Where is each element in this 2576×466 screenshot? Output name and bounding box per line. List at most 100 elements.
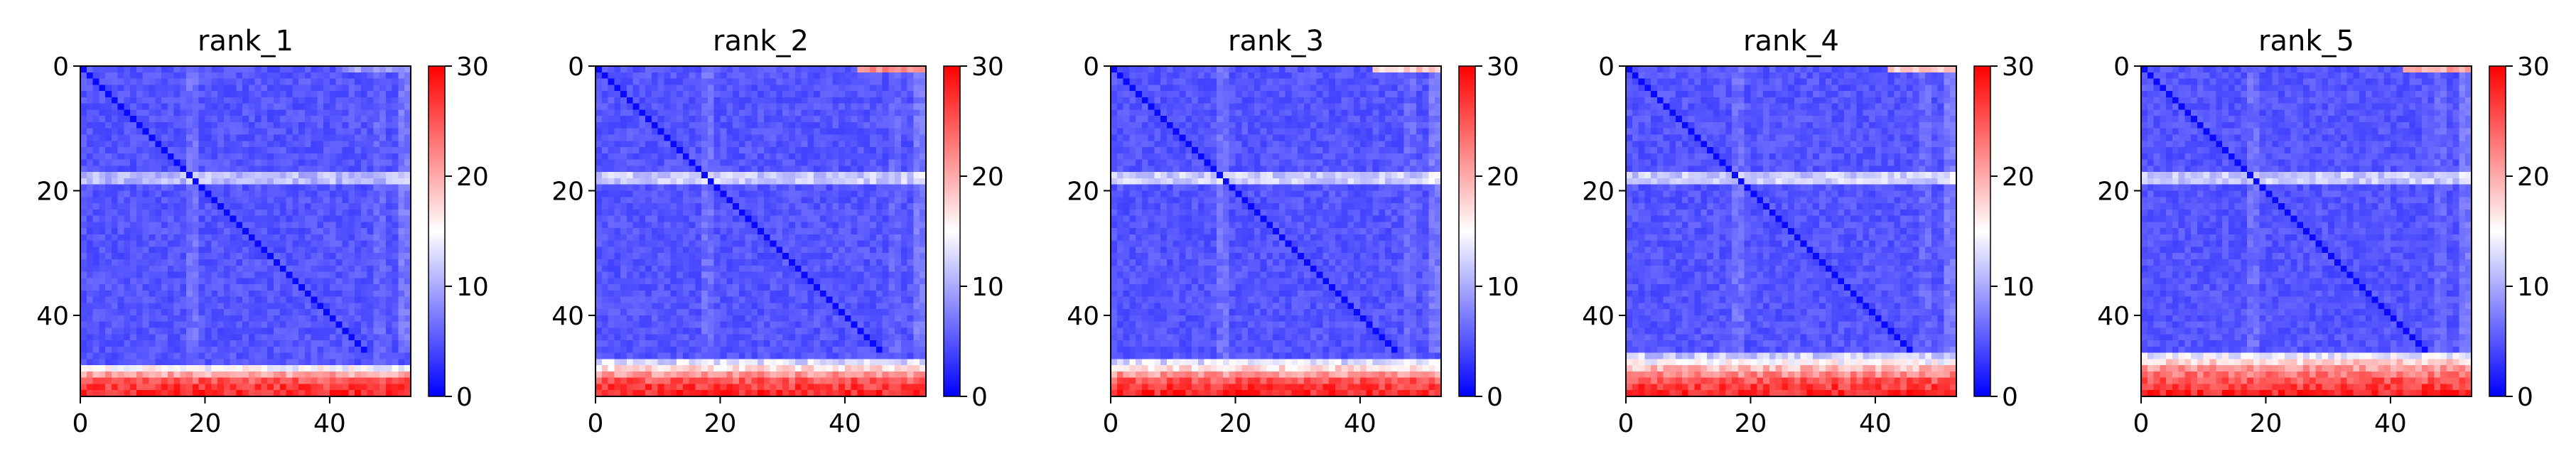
heatmap-cell [117, 234, 125, 242]
heatmap-cell [788, 303, 796, 310]
heatmap-cell [186, 377, 193, 385]
heatmap-cell [342, 327, 349, 335]
heatmap-cell [198, 259, 206, 266]
heatmap-cell [217, 340, 225, 347]
heatmap-cell [682, 159, 690, 166]
heatmap-cell [888, 103, 895, 111]
heatmap-cell [707, 116, 715, 123]
heatmap-cell [745, 159, 752, 166]
heatmap-cell [670, 166, 677, 173]
heatmap-cell [620, 203, 627, 210]
heatmap-cell [608, 78, 615, 85]
heatmap-cell [385, 128, 393, 136]
heatmap-cell [298, 290, 306, 298]
heatmap-cell [298, 121, 306, 129]
heatmap-cell [707, 309, 715, 316]
heatmap-cell [124, 271, 131, 278]
heatmap-cell [355, 321, 362, 329]
heatmap-cell [105, 159, 112, 166]
heatmap-cell [645, 296, 652, 303]
heatmap-cell [826, 103, 833, 111]
heatmap-cell [80, 321, 87, 329]
heatmap-cell [900, 134, 908, 141]
heatmap-cell [136, 184, 144, 192]
heatmap-cell [888, 271, 895, 278]
heatmap-cell [149, 85, 156, 92]
heatmap-cell [342, 128, 349, 136]
heatmap-cell [814, 240, 821, 248]
heatmap-cell [360, 178, 368, 185]
heatmap-cell [149, 346, 156, 354]
heatmap-cell [839, 209, 846, 217]
heatmap-cell [304, 290, 312, 298]
heatmap-cell [657, 128, 665, 136]
heatmap-cell [105, 178, 112, 185]
heatmap-cell [385, 359, 393, 366]
heatmap-cell [186, 159, 193, 166]
heatmap-cell [105, 384, 112, 391]
heatmap-cell [348, 309, 355, 316]
heatmap-cell [826, 309, 833, 316]
heatmap-cell [248, 340, 256, 347]
heatmap-cell [632, 303, 640, 310]
heatmap-cell [248, 166, 256, 173]
heatmap-cell [180, 184, 187, 192]
heatmap-cell [814, 134, 821, 141]
heatmap-cell [857, 246, 864, 254]
heatmap-cell [632, 109, 640, 116]
heatmap-cell [392, 128, 399, 136]
heatmap-cell [720, 166, 727, 173]
heatmap-cell [601, 265, 609, 273]
heatmap-cell [261, 290, 268, 298]
heatmap-cell [304, 334, 312, 341]
heatmap-cell [242, 172, 249, 179]
heatmap-cell [379, 72, 387, 80]
heatmap-cell [720, 178, 727, 185]
heatmap-cell [913, 203, 920, 210]
heatmap-cell [745, 271, 752, 278]
heatmap-cell [286, 253, 293, 260]
heatmap-cell [645, 166, 652, 173]
heatmap-cell [267, 109, 274, 116]
heatmap-cell [223, 315, 231, 323]
heatmap-cell [111, 246, 119, 254]
heatmap-cell [367, 228, 374, 235]
heatmap-cell [286, 197, 293, 204]
heatmap-cell [726, 166, 733, 173]
heatmap-cell [198, 121, 206, 129]
heatmap-cell [211, 78, 218, 85]
heatmap-cell [167, 97, 175, 104]
heatmap-cell [335, 134, 343, 141]
heatmap-cell [242, 334, 249, 341]
heatmap-cell [192, 340, 200, 347]
heatmap-cell [348, 166, 355, 173]
heatmap-cell [173, 334, 180, 341]
heatmap-cell [913, 109, 920, 116]
heatmap-cell [360, 377, 368, 385]
heatmap-cell [807, 153, 814, 161]
heatmap-cell [863, 172, 871, 179]
heatmap-cell [242, 284, 249, 291]
heatmap-cell [379, 315, 387, 323]
heatmap-cell [614, 209, 621, 217]
heatmap-cell [223, 178, 231, 185]
heatmap-cell [360, 296, 368, 303]
heatmap-cell [329, 209, 337, 217]
heatmap-cell [161, 190, 168, 197]
heatmap-cell [186, 78, 193, 85]
heatmap-cell [763, 315, 771, 323]
heatmap-cell [677, 215, 684, 222]
heatmap-cell [900, 203, 908, 210]
heatmap-cell [682, 141, 690, 148]
heatmap-cell [645, 78, 652, 85]
heatmap-cell [726, 184, 733, 192]
heatmap-cell [198, 190, 206, 197]
heatmap-cell [645, 91, 652, 98]
heatmap-cell [720, 271, 727, 278]
heatmap-cell [839, 228, 846, 235]
heatmap-cell [807, 190, 814, 197]
heatmap-cell [392, 121, 399, 129]
heatmap-cell [198, 390, 206, 397]
heatmap-cell [230, 128, 237, 136]
heatmap-cell [286, 153, 293, 161]
